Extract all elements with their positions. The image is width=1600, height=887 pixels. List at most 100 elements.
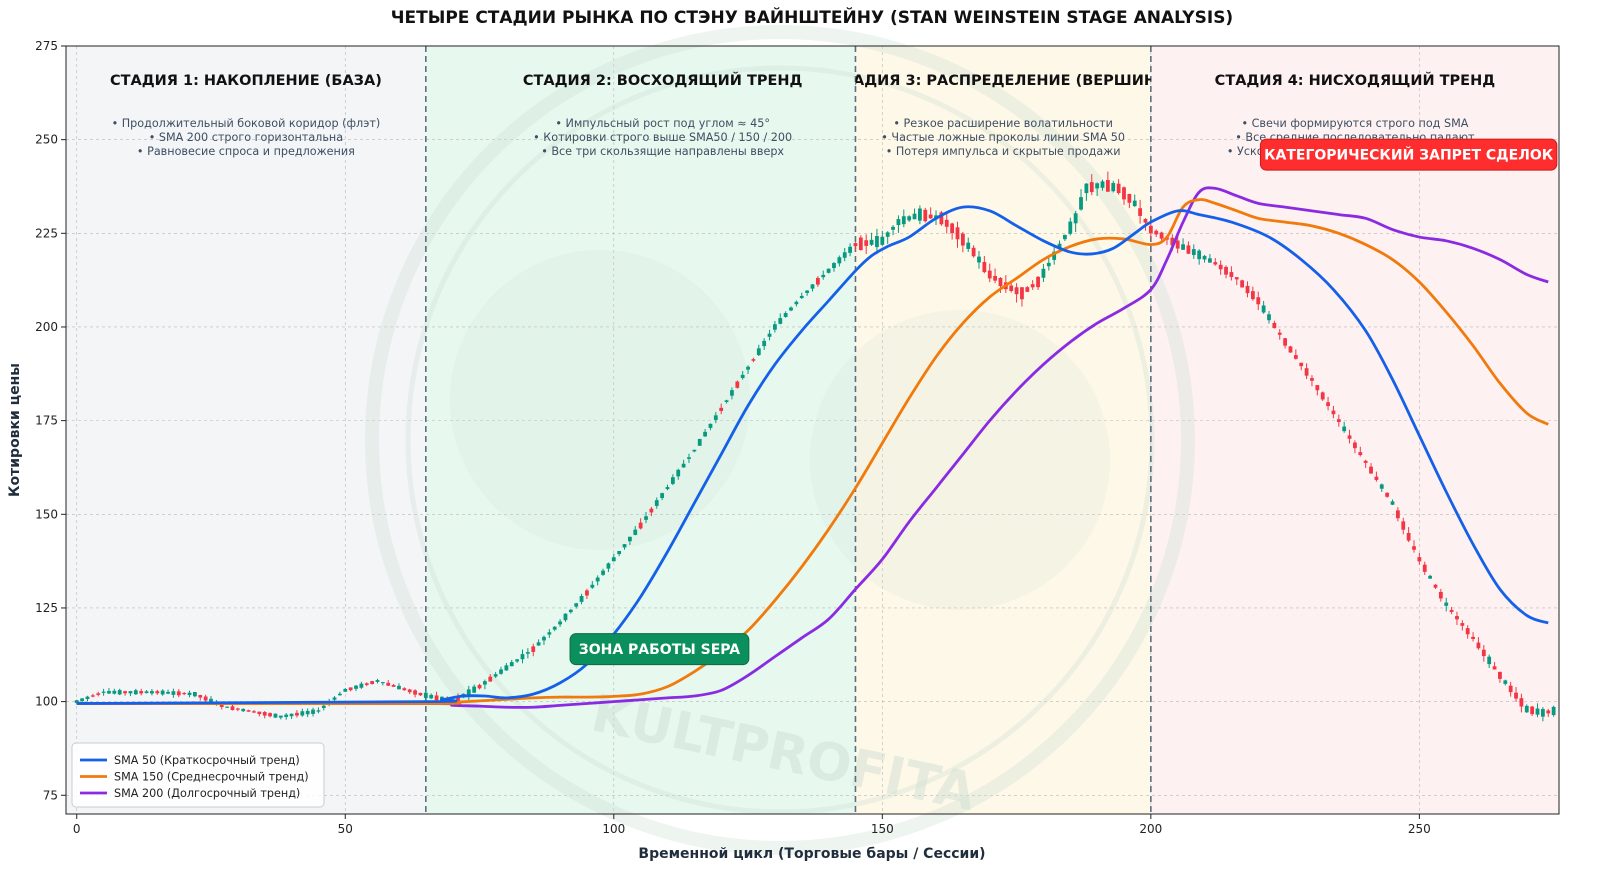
candle-body	[536, 642, 541, 646]
stage-2-background	[425, 46, 856, 814]
candle-body	[799, 295, 804, 299]
y-tick-label: 175	[35, 414, 58, 428]
candle-body	[80, 698, 85, 702]
candle-body	[1379, 484, 1384, 489]
candle-body	[923, 209, 928, 222]
candle-body	[1116, 183, 1121, 194]
candle-body	[343, 688, 348, 692]
x-axis-label: Временной цикл (Торговые бары / Сессии)	[638, 846, 985, 862]
candle-body	[1138, 208, 1143, 216]
candle-body	[525, 652, 530, 654]
candle-body	[96, 693, 101, 695]
badge-box	[569, 633, 750, 666]
candle-body	[1127, 193, 1132, 203]
candle-body	[1256, 297, 1261, 305]
candles	[74, 171, 1556, 722]
candle-body	[337, 693, 342, 696]
candle-body	[687, 457, 691, 459]
candle-body	[1208, 258, 1212, 263]
candle-body	[740, 374, 745, 378]
candle-body	[1240, 280, 1245, 288]
candle-body	[1476, 642, 1481, 649]
candle-body	[649, 508, 654, 513]
candle-body	[853, 243, 858, 247]
stage-4-background	[1150, 46, 1559, 814]
candle-body	[182, 693, 187, 695]
legend-label: SMA 150 (Среднесрочный тренд)	[114, 771, 309, 784]
candle-body	[155, 691, 160, 694]
candle-body	[660, 493, 665, 499]
candle-body	[101, 691, 106, 693]
candle-body	[756, 348, 761, 356]
candle-body	[1229, 272, 1234, 277]
candle-body	[552, 626, 557, 630]
stage-texts: СТАДИЯ 1: НАКОПЛЕНИЕ (БАЗА) • Продолжител…	[110, 72, 1495, 158]
candle-body	[219, 703, 224, 708]
y-tick-label: 200	[35, 320, 58, 334]
candle-body	[316, 710, 321, 712]
candle-body	[531, 646, 536, 652]
candle-body	[1181, 244, 1185, 250]
candle-body	[268, 713, 272, 717]
candle-body	[789, 307, 793, 311]
candle-body	[1390, 501, 1395, 505]
candle-body	[1358, 452, 1363, 456]
candle-body	[724, 400, 729, 402]
candle-body	[1320, 392, 1325, 400]
candle-body	[773, 324, 777, 330]
candle-body	[595, 577, 600, 582]
stage-bullet: • Котировки строго выше SMA50 / 150 / 20…	[533, 131, 792, 144]
candle-body	[885, 232, 890, 237]
candle-body	[1551, 706, 1556, 716]
candle-body	[1508, 685, 1513, 693]
candle-body	[971, 247, 976, 257]
stage-title: СТАДИЯ 4: НИСХОДЯЩИЙ ТРЕНД	[1215, 72, 1496, 89]
candle-body	[670, 477, 675, 484]
candle-body	[397, 685, 401, 690]
candle-body	[1186, 245, 1191, 254]
candle-body	[295, 712, 299, 716]
candle-body	[117, 690, 122, 695]
candle-body	[681, 463, 686, 468]
candle-body	[1105, 179, 1110, 192]
candle-body	[810, 284, 815, 289]
series-line-sma-3	[76, 186, 1549, 709]
candle-body	[456, 695, 460, 702]
candle-body	[434, 695, 439, 701]
candle-body	[466, 689, 471, 696]
series-line-sma-1	[76, 205, 1549, 705]
stage-bullet: • Продолжительный боковой коридор (флэт)	[112, 117, 381, 130]
candle-body	[665, 487, 670, 490]
candle-body	[300, 711, 305, 716]
candle-body	[568, 609, 573, 613]
candle-body	[826, 268, 831, 273]
stage-2-text: СТАДИЯ 2: ВОСХОДЯЩИЙ ТРЕНД • Импульсный р…	[523, 72, 803, 158]
candle-body	[1455, 616, 1459, 620]
candle-body	[1336, 419, 1341, 423]
y-axis-label: Котировки цены	[7, 363, 23, 497]
candle-body	[176, 691, 181, 696]
candle-body	[160, 690, 165, 695]
candle-body	[209, 698, 213, 703]
badge-text: ЗОНА РАБОТЫ SEPA	[579, 642, 740, 658]
stage-title: СТАДИЯ 1: НАКОПЛЕНИЕ (БАЗА)	[110, 73, 382, 89]
candle-body	[622, 544, 627, 548]
candle-body	[891, 226, 895, 230]
candle-body	[1020, 287, 1024, 300]
stage-1-text: СТАДИЯ 1: НАКОПЛЕНИЕ (БАЗА) • Продолжител…	[110, 73, 382, 158]
sma-lines	[76, 186, 1549, 709]
candle-body	[590, 584, 595, 588]
x-tick-label: 150	[871, 822, 894, 836]
candle-body	[482, 681, 487, 685]
candle-body	[477, 684, 482, 689]
x-tick-label: 100	[602, 822, 625, 836]
candle-body	[1095, 183, 1100, 189]
chart-title: ЧЕТЫРЕ СТАДИИ РЫНКА ПО СТЭНУ ВАЙНШТЕЙНУ …	[391, 6, 1233, 28]
candle-body	[654, 500, 659, 506]
y-tick-label: 150	[35, 507, 58, 521]
candle-body	[703, 431, 707, 437]
candle-body	[542, 636, 546, 641]
candle-body	[90, 695, 95, 697]
candle-body	[955, 227, 960, 240]
candle-body	[284, 714, 289, 717]
